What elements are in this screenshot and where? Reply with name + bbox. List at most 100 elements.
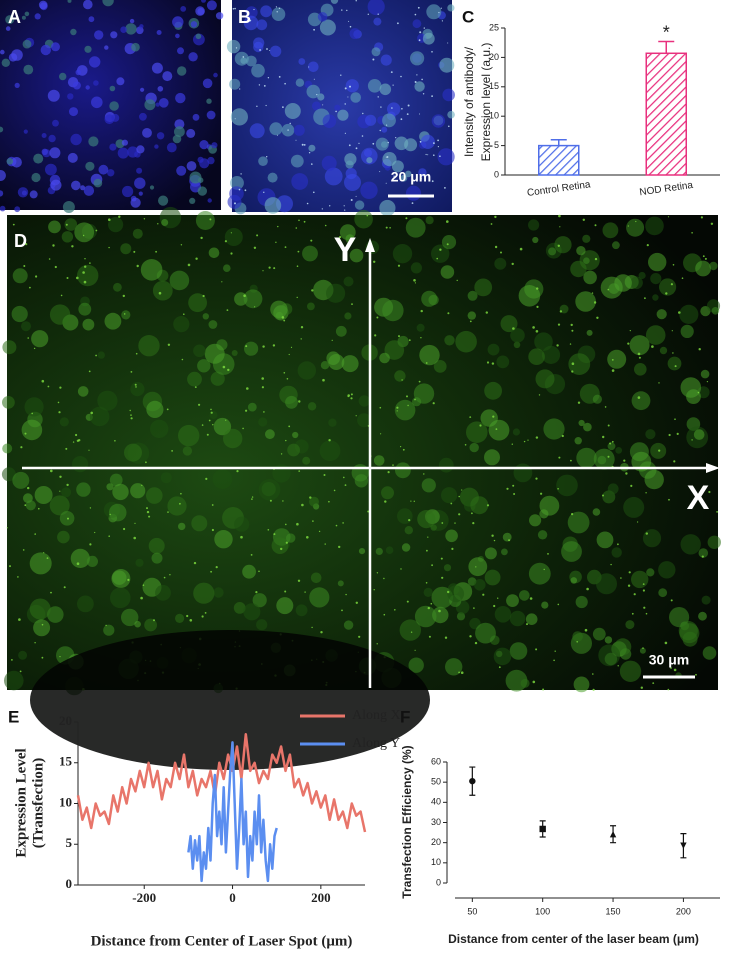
cell xyxy=(494,245,498,249)
cell xyxy=(375,547,383,556)
cell xyxy=(82,234,85,237)
cell xyxy=(72,81,81,90)
cell xyxy=(414,649,416,651)
cell xyxy=(109,85,116,92)
cell xyxy=(89,406,110,427)
cell xyxy=(460,671,464,674)
cell xyxy=(70,28,77,36)
cell xyxy=(46,557,49,559)
cell xyxy=(407,104,410,107)
cell xyxy=(34,13,41,20)
cell xyxy=(309,496,319,507)
cell xyxy=(471,512,473,515)
cell xyxy=(174,119,185,130)
cell xyxy=(445,658,463,676)
cell xyxy=(254,306,256,308)
cell xyxy=(349,248,364,263)
cell xyxy=(223,264,231,273)
y-tick-label: 10 xyxy=(431,857,441,867)
cell xyxy=(38,0,48,10)
cell xyxy=(367,79,382,93)
cell xyxy=(207,198,212,203)
cell xyxy=(245,6,258,19)
cell xyxy=(597,455,607,465)
cell xyxy=(256,105,258,108)
cell xyxy=(344,209,346,211)
cell xyxy=(397,22,399,25)
cell xyxy=(146,400,164,418)
cell xyxy=(230,108,248,126)
cell xyxy=(190,21,198,28)
cell xyxy=(416,323,425,332)
cell xyxy=(296,296,298,299)
arrow-head xyxy=(365,238,375,252)
cell xyxy=(33,619,51,637)
cell xyxy=(379,83,392,96)
cell xyxy=(349,25,352,28)
cell xyxy=(22,549,25,551)
cell xyxy=(350,199,353,201)
cell xyxy=(343,476,345,479)
cell xyxy=(301,143,304,146)
cell xyxy=(576,246,586,256)
cell xyxy=(146,507,148,510)
cell xyxy=(1,396,15,409)
cell xyxy=(427,536,429,538)
cell xyxy=(443,564,452,572)
cell xyxy=(309,587,330,608)
cell xyxy=(61,231,74,243)
cell xyxy=(148,515,151,518)
cell xyxy=(413,279,416,282)
cell xyxy=(275,6,277,8)
cell xyxy=(348,144,351,147)
cell xyxy=(295,227,298,229)
panel-label: B xyxy=(238,7,251,27)
cell xyxy=(282,106,284,108)
cell xyxy=(215,12,224,20)
cell xyxy=(444,187,446,189)
cell xyxy=(554,650,556,652)
cell xyxy=(679,304,699,324)
cell xyxy=(349,85,351,88)
cell xyxy=(57,530,70,544)
cell xyxy=(188,293,208,313)
cell xyxy=(410,500,412,502)
cell xyxy=(48,220,61,234)
cell xyxy=(437,139,439,142)
cell xyxy=(180,492,182,495)
cell xyxy=(136,264,139,268)
cell xyxy=(382,299,404,322)
cell xyxy=(335,110,337,113)
cell xyxy=(541,601,549,609)
cell xyxy=(230,232,232,234)
cell xyxy=(242,56,245,58)
cell xyxy=(408,519,411,522)
cell xyxy=(21,419,43,441)
cell xyxy=(623,459,626,462)
cell xyxy=(670,667,672,669)
cell xyxy=(344,484,347,486)
cell xyxy=(253,41,264,53)
cell xyxy=(118,215,121,218)
cell xyxy=(186,614,189,618)
cell xyxy=(291,173,309,190)
cell xyxy=(2,340,17,355)
cell xyxy=(355,195,357,197)
cell xyxy=(400,75,402,78)
cell xyxy=(161,219,169,226)
cell xyxy=(410,262,422,274)
cell xyxy=(528,562,551,585)
cell xyxy=(269,50,271,51)
cell xyxy=(267,529,270,531)
cell xyxy=(497,597,499,599)
cell xyxy=(637,396,641,399)
cell xyxy=(568,353,591,375)
cell xyxy=(60,294,63,297)
cell xyxy=(268,266,271,269)
cell xyxy=(210,570,213,573)
cell xyxy=(341,9,343,11)
cell xyxy=(5,26,11,31)
cell xyxy=(431,180,434,183)
cell xyxy=(372,58,375,61)
cell xyxy=(698,611,707,621)
